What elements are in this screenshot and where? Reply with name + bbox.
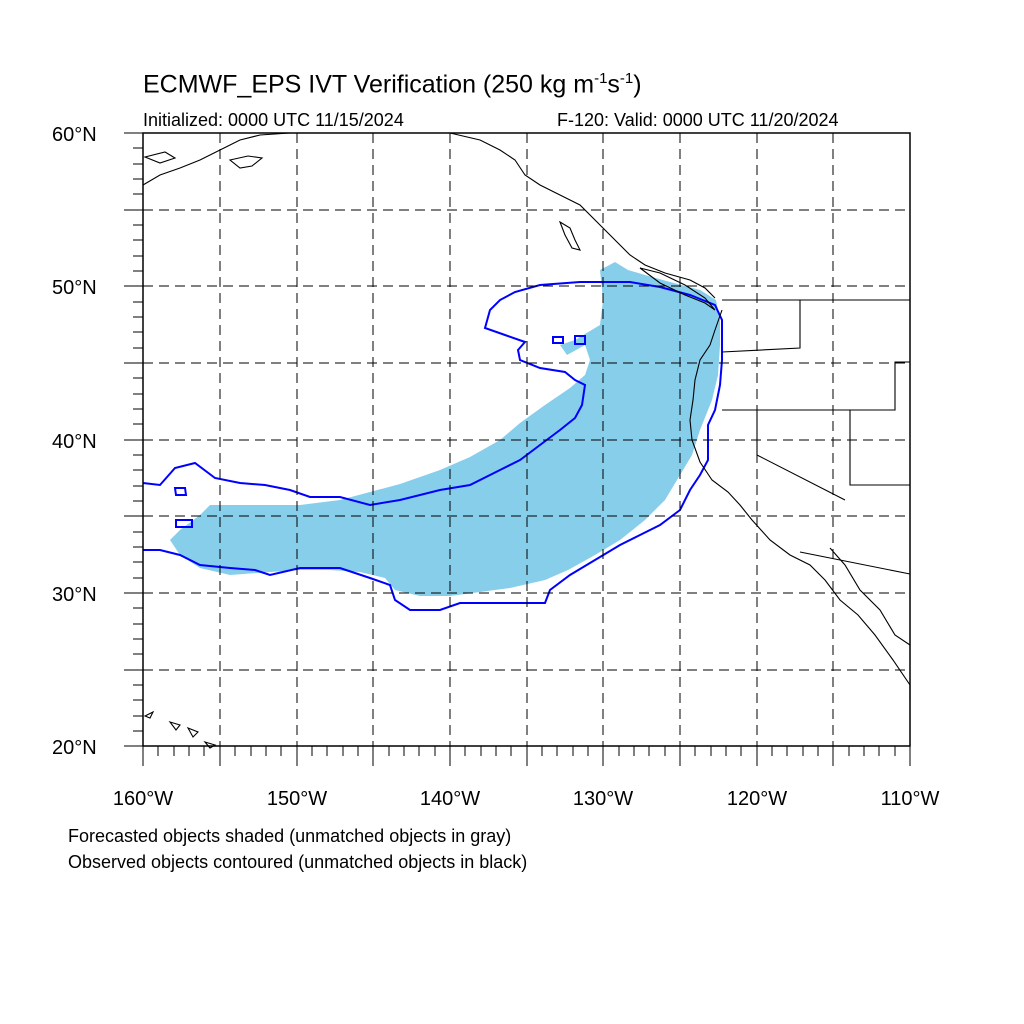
graticule: [143, 133, 910, 746]
coastlines: [142, 132, 911, 749]
observed-object-contour: [142, 281, 723, 611]
valid-time-label: F-120: Valid: 0000 UTC 11/20/2024: [557, 110, 839, 130]
state-borders: [721, 300, 911, 575]
lon-label-150w: 150°W: [267, 788, 327, 810]
bc-coast: [449, 132, 716, 299]
tick-marks: [124, 132, 911, 766]
lon-label-140w: 140°W: [420, 788, 480, 810]
map-title: ECMWF_EPS IVT Verification (250 kg m-1s-…: [143, 70, 642, 99]
hawaii-islands: [143, 710, 217, 749]
kodiak-coast: [143, 151, 264, 169]
lat-label-30n: 30°N: [52, 584, 97, 606]
lat-label-40n: 40°N: [52, 431, 97, 453]
baja-coast: [829, 547, 911, 646]
lon-label-160w: 160°W: [113, 788, 173, 810]
alaska-coast: [142, 132, 291, 186]
lat-label-50n: 50°N: [52, 277, 97, 299]
forecast-object: [170, 262, 720, 596]
lat-label-20n: 20°N: [52, 737, 97, 759]
lon-label-120w: 120°W: [727, 788, 787, 810]
observed-object-island-2: [175, 519, 193, 528]
us-west-coast: [689, 309, 911, 700]
haida-gwaii: [558, 220, 582, 251]
lon-label-110w: 110°W: [881, 788, 940, 810]
legend-observed-note: Observed objects contoured (unmatched ob…: [68, 852, 528, 872]
observed-object-island-3: [552, 336, 564, 344]
observed-object-island-4: [574, 335, 586, 345]
legend-forecast-note: Forecasted objects shaded (unmatched obj…: [68, 826, 512, 846]
vancouver-island: [639, 267, 716, 311]
lon-label-130w: 130°W: [573, 788, 633, 810]
observed-object-island-1: [173, 487, 188, 496]
initialized-label: Initialized: 0000 UTC 11/15/2024: [143, 110, 404, 130]
minor-ticks: [133, 147, 896, 756]
lat-label-60n: 60°N: [52, 124, 97, 146]
